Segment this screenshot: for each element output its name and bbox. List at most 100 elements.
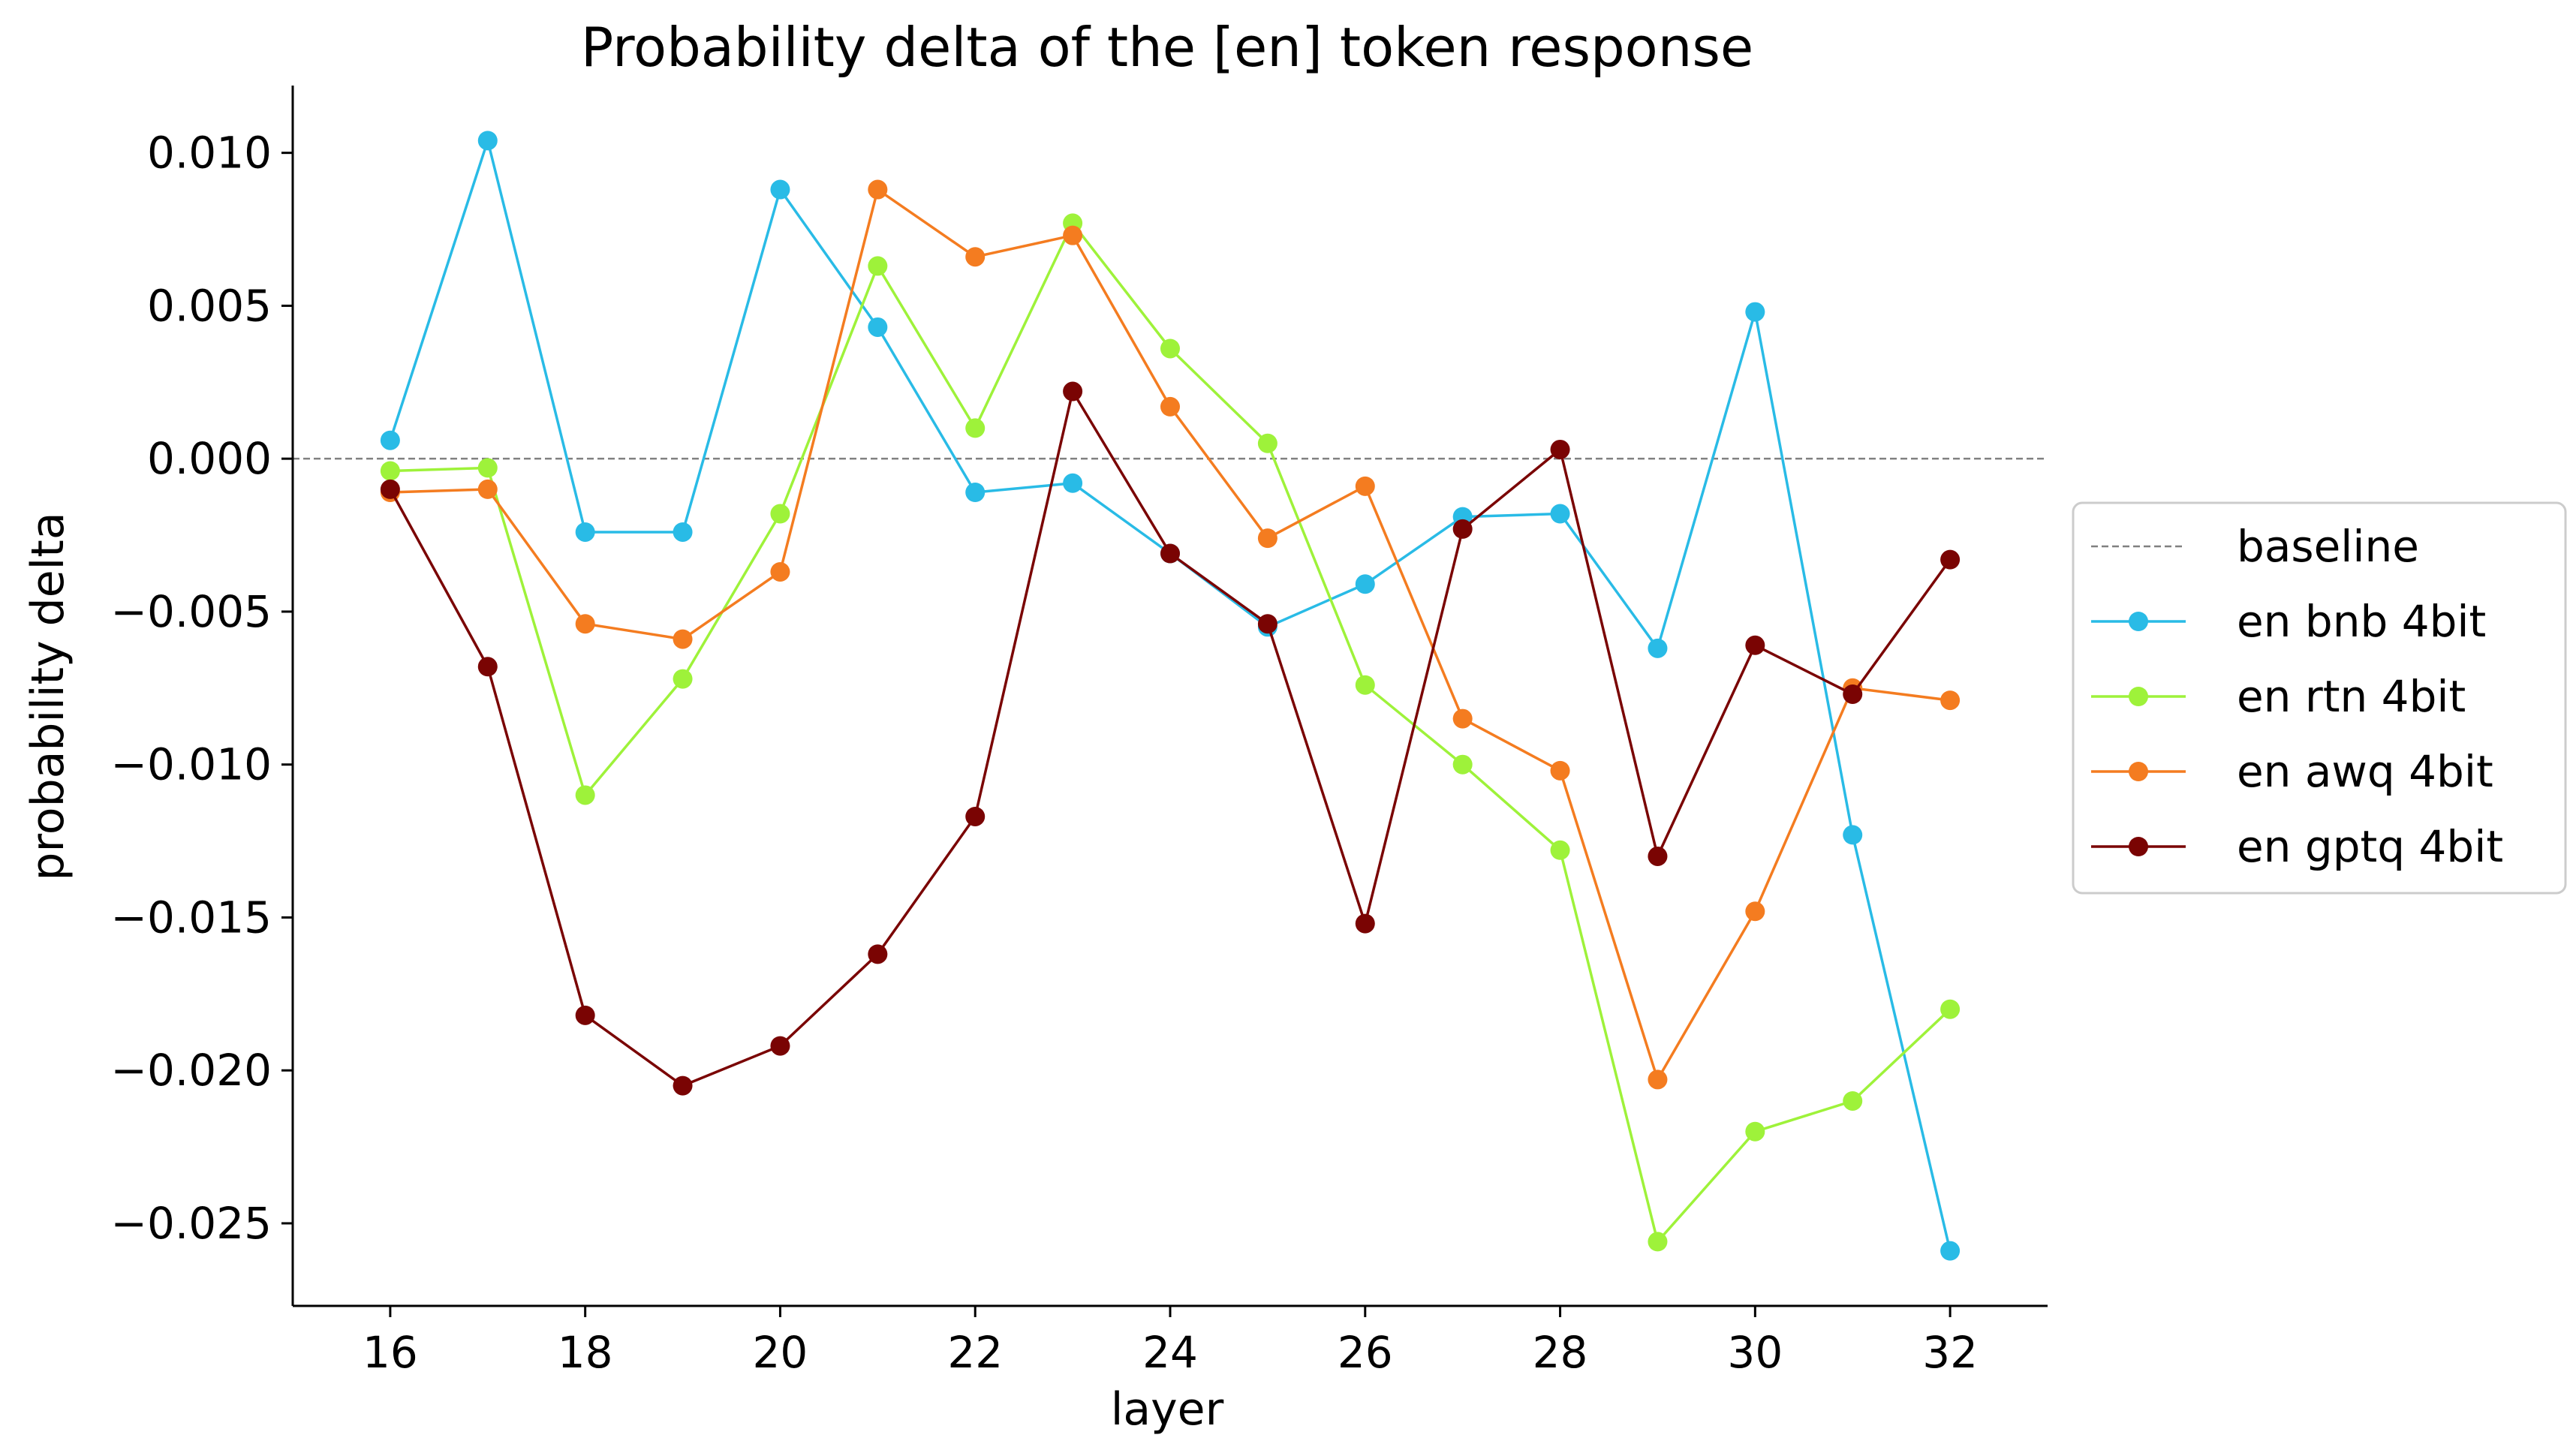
data-point — [1355, 574, 1375, 594]
y-tick-label: 0.000 — [147, 433, 272, 484]
series-0 — [380, 131, 1961, 1261]
y-tick-label: −0.015 — [110, 892, 272, 943]
x-tick-label: 16 — [363, 1327, 418, 1378]
data-point — [1648, 638, 1668, 658]
legend-marker — [2129, 837, 2148, 856]
legend-entry: en bnb 4bit — [2091, 596, 2486, 647]
series-layer — [380, 131, 1961, 1261]
legend-label: en bnb 4bit — [2237, 596, 2486, 647]
legend-marker — [2129, 612, 2148, 631]
data-point — [1648, 846, 1668, 866]
data-point — [380, 430, 400, 450]
data-point — [965, 247, 986, 267]
data-point — [770, 179, 790, 200]
series-line — [390, 188, 1951, 1081]
legend-entry: en awq 4bit — [2091, 746, 2493, 797]
data-point — [575, 522, 595, 542]
legend-label: en awq 4bit — [2237, 746, 2493, 797]
legend-label: en rtn 4bit — [2237, 671, 2466, 722]
data-point — [1940, 690, 1961, 711]
data-point — [1452, 754, 1473, 775]
data-point — [673, 1075, 693, 1096]
data-point — [1257, 528, 1277, 549]
data-point — [1648, 1232, 1668, 1252]
y-axis-label: probability delta — [22, 512, 74, 880]
series-2 — [380, 179, 1961, 1090]
legend-label: baseline — [2237, 521, 2419, 572]
x-tick-label: 24 — [1142, 1327, 1198, 1378]
data-point — [477, 131, 498, 151]
data-point — [1745, 901, 1765, 922]
data-point — [1550, 760, 1570, 781]
data-point — [1257, 433, 1277, 453]
data-point — [1257, 614, 1277, 634]
y-tick-label: −0.020 — [110, 1045, 272, 1096]
data-point — [868, 944, 888, 964]
data-point — [1452, 519, 1473, 539]
data-point — [673, 629, 693, 649]
data-point — [1550, 504, 1570, 524]
data-point — [1843, 1090, 1863, 1111]
series-3 — [380, 381, 1961, 1096]
data-point — [1940, 1241, 1961, 1261]
data-point — [1160, 543, 1180, 564]
data-point — [1063, 381, 1083, 402]
data-point — [477, 479, 498, 499]
data-point — [380, 479, 400, 499]
x-ticks-layer: 16 18 20 22 24 26 28 30 32 — [363, 1306, 1978, 1378]
data-point — [477, 458, 498, 478]
data-point — [1745, 635, 1765, 655]
data-point — [575, 785, 595, 805]
x-tick-label: 26 — [1338, 1327, 1393, 1378]
data-point — [1745, 302, 1765, 322]
chart-title: Probability delta of the [en] token resp… — [581, 16, 1753, 79]
series-1 — [380, 213, 1961, 1252]
y-ticks-layer: 0.010 0.005 0.000 −0.005 −0.010 −0.015 −0.020 −… — [110, 128, 293, 1249]
data-point — [477, 657, 498, 677]
data-point — [1160, 396, 1180, 417]
legend-entry: en rtn 4bit — [2091, 671, 2466, 722]
series-line — [389, 139, 1952, 1251]
data-point — [1160, 338, 1180, 359]
x-tick-label: 22 — [947, 1327, 1003, 1378]
y-tick-label: 0.010 — [147, 128, 272, 179]
data-point — [1550, 439, 1570, 459]
x-tick-label: 30 — [1727, 1327, 1783, 1378]
y-tick-label: −0.005 — [110, 586, 272, 637]
y-tick-label: −0.025 — [110, 1198, 272, 1249]
data-point — [575, 1005, 595, 1025]
series-line — [389, 390, 1952, 1087]
data-point — [1452, 708, 1473, 729]
legend-entry: en gptq 4bit — [2091, 821, 2503, 872]
legend: baseline en bnb 4bit en rtn 4bit en awq 4bi… — [2072, 501, 2567, 895]
data-point — [1063, 473, 1083, 493]
legend-entry: baseline — [2091, 521, 2419, 572]
x-axis-label: layer — [1111, 1383, 1224, 1436]
data-point — [1355, 476, 1375, 496]
data-point — [965, 806, 986, 826]
data-point — [575, 614, 595, 634]
legend-frame — [2072, 501, 2567, 895]
legend-entries: baseline en bnb 4bit en rtn 4bit en awq 4bi… — [2091, 521, 2503, 872]
data-point — [1745, 1121, 1765, 1142]
data-point — [1355, 913, 1375, 934]
data-point — [1063, 225, 1083, 245]
data-point — [868, 256, 888, 276]
data-point — [1550, 840, 1570, 860]
data-point — [673, 669, 693, 689]
data-point — [868, 317, 888, 337]
x-tick-label: 32 — [1922, 1327, 1978, 1378]
data-point — [965, 418, 986, 438]
y-tick-label: −0.010 — [110, 739, 272, 790]
data-point — [1843, 684, 1863, 704]
x-tick-label: 18 — [558, 1327, 613, 1378]
data-point — [965, 483, 986, 502]
data-point — [380, 461, 400, 481]
data-point — [770, 561, 790, 582]
data-point — [1648, 1069, 1668, 1090]
data-point — [1355, 675, 1375, 695]
data-point — [673, 522, 693, 542]
x-tick-label: 28 — [1533, 1327, 1588, 1378]
legend-marker — [2129, 762, 2148, 781]
